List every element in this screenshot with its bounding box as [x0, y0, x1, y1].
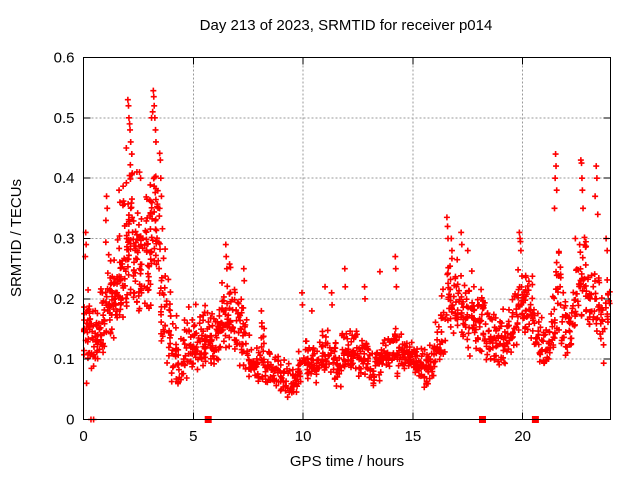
x-tick-labels: 0 5 10 15 20	[79, 428, 531, 445]
y-tick-label: 0.5	[54, 110, 75, 127]
y-tick-label: 0.4	[54, 170, 75, 187]
x-tick-label: 15	[405, 428, 422, 445]
y-tick-label: 0.3	[54, 231, 75, 248]
scatter-series	[80, 87, 613, 423]
y-tick-label: 0.2	[54, 291, 75, 308]
x-tick-label: 20	[514, 428, 531, 445]
x-axis-label: GPS time / hours	[290, 453, 404, 470]
y-tick-labels: 0 0.1 0.2 0.3 0.4 0.5 0.6	[54, 50, 75, 429]
axis-ticks	[83, 57, 611, 420]
y-tick-label: 0	[66, 412, 74, 429]
scatter-plus-markers	[80, 87, 613, 423]
x-tick-label: 5	[189, 428, 197, 445]
chart-title: Day 213 of 2023, SRMTID for receiver p01…	[200, 17, 493, 34]
x-tick-label: 10	[295, 428, 312, 445]
x-tick-label: 0	[79, 428, 87, 445]
y-tick-label: 0.1	[54, 351, 75, 368]
y-axis-label: SRMTID / TECUs	[8, 179, 25, 297]
y-tick-label: 0.6	[54, 50, 75, 67]
